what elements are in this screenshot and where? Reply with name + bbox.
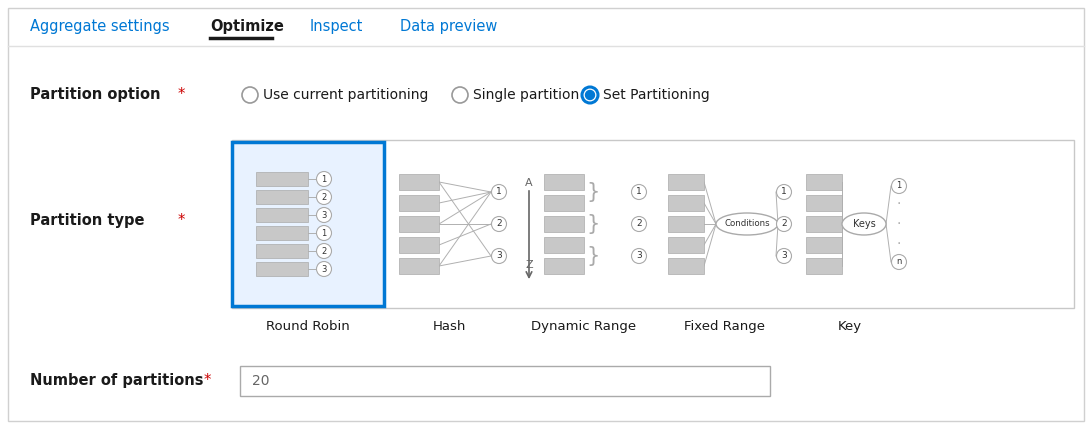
Text: Fixed Range: Fixed Range: [684, 320, 764, 333]
Text: ·: ·: [897, 217, 901, 231]
Text: Partition option: Partition option: [29, 88, 161, 103]
Ellipse shape: [716, 213, 778, 235]
Bar: [399, 174, 439, 190]
Bar: [544, 216, 584, 232]
Circle shape: [631, 217, 646, 232]
Bar: [806, 237, 842, 253]
Text: Hash: Hash: [432, 320, 465, 333]
Circle shape: [776, 248, 792, 263]
Text: 1: 1: [321, 229, 327, 238]
Text: *: *: [178, 88, 186, 103]
Bar: [399, 216, 439, 232]
Bar: [240, 366, 770, 396]
Circle shape: [891, 254, 906, 269]
Circle shape: [317, 172, 332, 187]
Bar: [668, 195, 704, 211]
Text: Dynamic Range: Dynamic Range: [532, 320, 637, 333]
Text: 2: 2: [496, 220, 502, 229]
Text: Conditions: Conditions: [724, 220, 770, 229]
Text: Keys: Keys: [853, 219, 876, 229]
Text: Single partition: Single partition: [473, 88, 579, 102]
Text: ·: ·: [897, 197, 901, 211]
Text: A: A: [525, 178, 533, 188]
Bar: [256, 262, 308, 276]
Text: 3: 3: [781, 251, 787, 260]
Bar: [399, 258, 439, 274]
Circle shape: [776, 217, 792, 232]
Text: Number of partitions: Number of partitions: [29, 372, 203, 387]
Bar: [544, 174, 584, 190]
Bar: [668, 258, 704, 274]
Bar: [806, 174, 842, 190]
Bar: [256, 208, 308, 222]
Bar: [232, 140, 1075, 308]
Text: 1: 1: [897, 181, 902, 190]
Circle shape: [585, 91, 594, 100]
Bar: [668, 174, 704, 190]
Text: Use current partitioning: Use current partitioning: [263, 88, 428, 102]
Text: 2: 2: [321, 193, 327, 202]
Text: Round Robin: Round Robin: [266, 320, 349, 333]
Bar: [806, 216, 842, 232]
Text: Aggregate settings: Aggregate settings: [29, 18, 169, 33]
Circle shape: [317, 244, 332, 259]
Text: 3: 3: [637, 251, 642, 260]
Text: 20: 20: [252, 374, 270, 388]
Text: 3: 3: [321, 265, 327, 274]
Bar: [256, 244, 308, 258]
Text: 3: 3: [321, 211, 327, 220]
Bar: [399, 195, 439, 211]
Circle shape: [491, 184, 507, 199]
Bar: [544, 237, 584, 253]
Circle shape: [776, 184, 792, 199]
Circle shape: [891, 178, 906, 193]
Circle shape: [317, 262, 332, 277]
Text: Z: Z: [525, 260, 533, 270]
Text: ·: ·: [897, 237, 901, 251]
Circle shape: [317, 190, 332, 205]
Circle shape: [631, 248, 646, 263]
Text: 1: 1: [496, 187, 502, 196]
Text: 1: 1: [321, 175, 327, 184]
Text: Optimize: Optimize: [210, 18, 284, 33]
Circle shape: [491, 248, 507, 263]
Circle shape: [317, 226, 332, 241]
Bar: [544, 258, 584, 274]
Text: Inspect: Inspect: [310, 18, 364, 33]
Text: 1: 1: [781, 187, 787, 196]
Text: Data preview: Data preview: [400, 18, 497, 33]
Bar: [232, 142, 384, 306]
Bar: [256, 190, 308, 204]
Text: }: }: [586, 246, 600, 266]
Text: 2: 2: [321, 247, 327, 256]
Text: Set Partitioning: Set Partitioning: [603, 88, 710, 102]
Text: Key: Key: [838, 320, 862, 333]
Text: 1: 1: [637, 187, 642, 196]
Bar: [399, 237, 439, 253]
Bar: [256, 172, 308, 186]
Bar: [806, 195, 842, 211]
Text: *: *: [178, 212, 186, 227]
Text: *: *: [204, 372, 212, 387]
Text: n: n: [897, 257, 902, 266]
Text: Partition type: Partition type: [29, 212, 144, 227]
Text: 3: 3: [496, 251, 502, 260]
Circle shape: [317, 208, 332, 223]
Bar: [256, 226, 308, 240]
Bar: [668, 237, 704, 253]
Text: }: }: [586, 214, 600, 234]
Text: 2: 2: [637, 220, 642, 229]
Circle shape: [491, 217, 507, 232]
Ellipse shape: [842, 213, 886, 235]
Text: }: }: [586, 182, 600, 202]
Circle shape: [631, 184, 646, 199]
Bar: [544, 195, 584, 211]
Bar: [806, 258, 842, 274]
Text: 2: 2: [781, 220, 787, 229]
Bar: [668, 216, 704, 232]
